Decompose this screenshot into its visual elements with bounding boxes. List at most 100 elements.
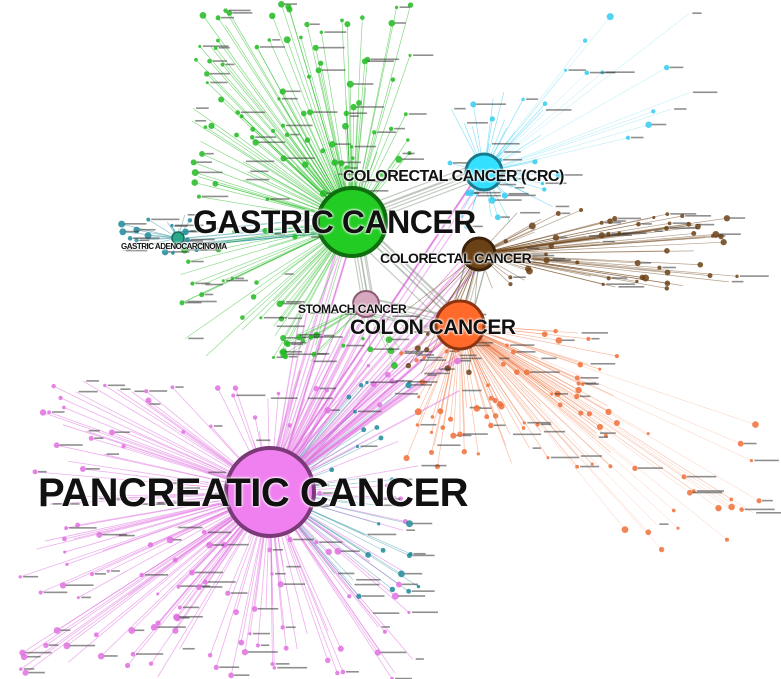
hub-node-pancreatic[interactable] xyxy=(224,446,316,538)
leaf-label-colon xyxy=(756,511,781,514)
leaf-label-pancreatic xyxy=(369,381,398,384)
leaf-label-pancreatic xyxy=(106,453,120,455)
leaf-label-colon xyxy=(404,352,423,354)
leaf-label-gastric xyxy=(232,12,253,14)
leaf-node-colorectal xyxy=(735,274,739,279)
leaf-node-gastric xyxy=(300,110,307,117)
leaf-label-gastric xyxy=(286,300,305,303)
leaf-label-adeno xyxy=(199,249,220,251)
leaf-label-crc xyxy=(453,162,477,164)
hub-node-colorectal[interactable] xyxy=(461,236,497,272)
leaf-label-adeno xyxy=(190,238,215,241)
leaf-label-colon xyxy=(637,467,663,469)
leaf-node-pancreatic xyxy=(361,503,365,507)
leaf-label-gastric xyxy=(272,39,281,41)
edge-colorectal xyxy=(478,218,615,255)
leaf-label-gastric xyxy=(210,81,228,84)
edge-colon xyxy=(459,324,657,525)
leaf-label-gastric xyxy=(225,63,235,66)
leaf-label-colorectal xyxy=(604,234,632,236)
leaf-node-gastric xyxy=(342,122,349,130)
leaf-label-pancreatic xyxy=(69,527,97,529)
leaf-node-colon xyxy=(676,526,680,530)
hub-node-crc[interactable] xyxy=(464,152,504,192)
leaf-node-colorectal xyxy=(598,232,605,239)
leaf-node-colon xyxy=(399,351,404,356)
leaf-label-colon xyxy=(692,491,723,494)
leaf-node-gastric xyxy=(346,80,354,88)
hub-node-stomach[interactable] xyxy=(352,290,380,318)
leaf-node-gastric xyxy=(331,159,339,166)
leaf-label-gastric xyxy=(385,172,403,175)
hub-node-gastric[interactable] xyxy=(316,186,388,258)
leaf-label-gastric xyxy=(413,54,434,57)
leaf-label-stomach xyxy=(373,348,400,350)
leaf-node-colon xyxy=(574,393,580,400)
leaf-node-gastric xyxy=(379,170,386,177)
leaf-label-gastric xyxy=(354,145,377,148)
leaf-node-gastric xyxy=(304,21,310,28)
leaf-node-gastric xyxy=(215,15,221,21)
leaf-label-gastric xyxy=(195,120,207,122)
leaf-node-pancreatic xyxy=(329,467,335,473)
leaf-node-pancreatic xyxy=(64,526,69,531)
leaf-node-gastric xyxy=(186,259,191,264)
leaf-node-colon xyxy=(752,421,759,428)
edge-colon xyxy=(459,324,674,511)
leaf-node-colon xyxy=(488,422,494,429)
leaf-node-pancreatic xyxy=(324,407,332,414)
leaf-node-pancreatic xyxy=(207,653,213,658)
leaf-node-colon xyxy=(428,449,435,455)
leaf-label-pancreatic xyxy=(134,629,145,632)
leaf-label-pancreatic xyxy=(247,651,278,653)
leaf-label-colon xyxy=(743,442,757,445)
leaf-node-pancreatic xyxy=(38,590,43,595)
leaf-node-pancreatic xyxy=(380,547,386,553)
leaf-label-pancreatic xyxy=(398,595,426,597)
hub-node-colon[interactable] xyxy=(434,299,486,351)
leaf-node-pancreatic xyxy=(209,424,213,428)
leaf-node-colon xyxy=(576,381,581,386)
leaf-label-pancreatic xyxy=(275,572,286,575)
leaf-node-pancreatic xyxy=(270,661,275,667)
leaf-label-pancreatic xyxy=(179,615,203,618)
leaf-node-colorectal xyxy=(612,216,618,222)
leaf-node-crc xyxy=(663,64,670,71)
edge-adeno xyxy=(122,237,179,252)
leaf-node-gastric xyxy=(269,12,276,20)
leaf-node-colon xyxy=(596,423,604,431)
leaf-label-colon xyxy=(498,357,510,360)
leaf-label-pancreatic xyxy=(167,482,194,484)
leaf-label-crc xyxy=(589,71,616,74)
leaf-node-colon xyxy=(434,463,440,470)
leaf-label-pancreatic xyxy=(319,541,343,543)
leaf-label-adeno xyxy=(187,214,200,216)
leaf-label-crc xyxy=(674,108,687,110)
leaf-node-adeno xyxy=(127,236,133,241)
leaf-label-colorectal xyxy=(618,286,645,288)
leaf-label-pancreatic xyxy=(372,612,400,614)
leaf-label-stomach xyxy=(289,341,307,344)
edge-pancreatic xyxy=(20,491,271,670)
leaf-label-gastric xyxy=(349,112,368,115)
leaf-label-colon xyxy=(471,344,491,347)
leaf-node-gastric xyxy=(351,156,355,160)
leaf-node-pancreatic xyxy=(358,383,364,388)
leaf-label-colorectal xyxy=(718,233,741,235)
leaf-label-pancreatic xyxy=(208,581,236,583)
hub-node-gastric-adeno[interactable] xyxy=(171,231,185,245)
leaf-label-pancreatic xyxy=(115,431,131,433)
leaf-label-pancreatic xyxy=(337,572,355,575)
leaf-label-gastric xyxy=(270,198,290,200)
leaf-label-pancreatic xyxy=(286,565,301,568)
leaf-node-pancreatic xyxy=(355,444,360,449)
edge-colon xyxy=(459,324,733,511)
leaf-node-pancreatic xyxy=(155,620,161,626)
leaf-node-gastric xyxy=(250,294,257,300)
leaf-node-gastric xyxy=(388,19,396,27)
leaf-node-gastric xyxy=(390,77,396,82)
leaf-node-pancreatic xyxy=(251,606,258,612)
leaf-node-crc xyxy=(606,13,614,21)
leaf-label-gastric xyxy=(356,106,384,108)
leaf-node-colon xyxy=(658,546,665,553)
